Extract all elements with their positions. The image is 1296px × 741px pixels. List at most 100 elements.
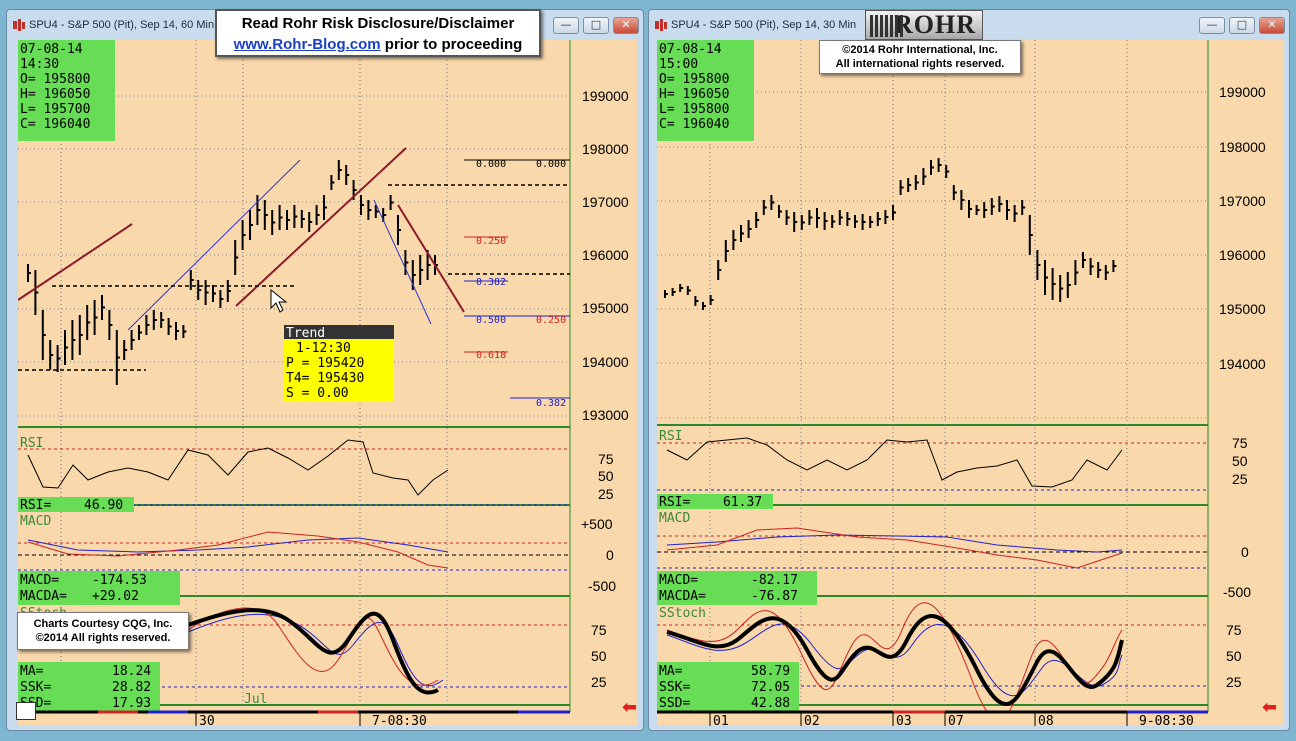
sstoch-ssk-value: 28.82 xyxy=(112,680,151,695)
price-axis-label: 199000 xyxy=(582,88,629,104)
ohlc-date: 07-08-14 xyxy=(20,42,83,57)
macd-axis-label: 0 xyxy=(1241,544,1249,560)
scroll-left-arrow-icon[interactable]: ⬅ xyxy=(622,697,638,718)
macd-axis-label: -500 xyxy=(588,578,616,594)
x-axis-label: 30 xyxy=(199,714,215,726)
rsi-pane-title: RSI xyxy=(659,429,682,444)
x-axis-label: 7-08:30 xyxy=(372,714,427,726)
rsi-axis-label: 75 xyxy=(598,451,614,467)
banner-line2-suffix: prior to proceeding xyxy=(380,36,523,53)
x-axis-label: 02 xyxy=(804,714,820,726)
logo-bars-icon xyxy=(870,15,904,37)
sstoch-ma-value: 18.24 xyxy=(112,664,151,679)
fib-label: 0.000 xyxy=(536,159,566,170)
banner-line1: Read Rohr Risk Disclosure/Disclaimer xyxy=(241,15,515,32)
sstoch-ssk-value: 72.05 xyxy=(751,680,790,695)
window-titlebar[interactable]: SPU4 - S&P 500 (Pit), Sep 14, 30 Min — □… xyxy=(649,10,1289,40)
price-axis-label: 195000 xyxy=(582,300,629,316)
price-axis-label: 196000 xyxy=(582,247,629,263)
ohlc-close: C= 196040 xyxy=(659,117,729,132)
x-axis-label: 9-08:30 xyxy=(1139,714,1194,726)
sstoch-axis-label: 25 xyxy=(591,674,607,690)
banner-line2: www.Rohr-Blog.com prior to proceeding xyxy=(217,34,539,55)
sstoch-ma-value: 58.79 xyxy=(751,664,790,679)
ohlc-open: O= 195800 xyxy=(659,72,729,87)
trend-box-p: P = 195420 xyxy=(286,356,364,371)
sstoch-axis-label: 75 xyxy=(1226,622,1242,638)
macd-label: MACD= xyxy=(20,573,59,588)
copyright-line1: ©2014 Rohr International, Inc. xyxy=(842,44,998,56)
chart-area[interactable]: 199000 198000 197000 196000 195000 19400… xyxy=(657,40,1283,726)
sstoch-ssk-label: SSK= xyxy=(20,680,51,695)
maximize-button[interactable]: □ xyxy=(1229,17,1255,34)
sstoch-axis-label: 50 xyxy=(1226,648,1242,664)
cqg-credit-line2: ©2014 All rights reserved. xyxy=(35,632,171,644)
trend-box-s: S = 0.00 xyxy=(286,386,349,401)
risk-disclosure-banner: Read Rohr Risk Disclosure/Disclaimer www… xyxy=(215,9,541,57)
trend-box-t4: T4= 195430 xyxy=(286,371,364,386)
window-titlebar[interactable]: SPU4 - S&P 500 (Pit), Sep 14, 60 Min — □… xyxy=(7,10,643,40)
close-button[interactable]: ✕ xyxy=(613,17,639,34)
macd-axis-label: +500 xyxy=(581,516,613,532)
sstoch-ssd-label: SSD= xyxy=(659,696,690,711)
fib-label: 0.250 xyxy=(476,236,506,247)
sstoch-pane-title: SStoch xyxy=(659,606,706,621)
rohr-blog-link[interactable]: www.Rohr-Blog.com xyxy=(233,36,381,53)
macd-pane-title: MACD xyxy=(659,511,690,526)
rsi-readout-label: RSI= xyxy=(659,495,690,510)
price-axis-label: 196000 xyxy=(1219,247,1266,263)
chart-window-60min[interactable]: SPU4 - S&P 500 (Pit), Sep 14, 60 Min — □… xyxy=(6,9,644,731)
ohlc-close: C= 196040 xyxy=(20,117,90,132)
window-title: SPU4 - S&P 500 (Pit), Sep 14, 30 Min xyxy=(671,19,857,31)
copyright-line2: All international rights reserved. xyxy=(835,58,1005,70)
ohlc-high: H= 196050 xyxy=(20,87,90,102)
fib-label: 0.382 xyxy=(536,398,566,409)
x-axis-month: Jul xyxy=(244,692,267,707)
rsi-readout-value: 46.90 xyxy=(84,498,123,513)
sstoch-ma-label: MA= xyxy=(20,664,44,679)
rsi-axis-label: 75 xyxy=(1232,435,1248,451)
ohlc-open: O= 195800 xyxy=(20,72,90,87)
chart-window-30min[interactable]: SPU4 - S&P 500 (Pit), Sep 14, 30 Min — □… xyxy=(648,9,1290,731)
sstoch-ssk-label: SSK= xyxy=(659,680,690,695)
price-axis-label: 193000 xyxy=(582,407,629,423)
mouse-cursor-icon xyxy=(270,288,288,313)
macda-label: MACDA= xyxy=(20,589,67,604)
minimize-button[interactable]: — xyxy=(553,17,579,34)
sstoch-axis-label: 25 xyxy=(1226,674,1242,690)
x-axis-label: 07 xyxy=(948,714,964,726)
price-axis-label: 194000 xyxy=(582,354,629,370)
rohr-logo: ROHR xyxy=(865,10,983,40)
rsi-axis-label: 25 xyxy=(598,486,614,502)
sstoch-ma-label: MA= xyxy=(659,664,683,679)
x-axis-label: 03 xyxy=(896,714,912,726)
ohlc-low: L= 195800 xyxy=(659,102,729,117)
cqg-app-icon xyxy=(655,19,667,31)
logo-text: ROHR xyxy=(894,10,976,39)
color-swatch[interactable] xyxy=(16,702,36,720)
copyright-notice: ©2014 Rohr International, Inc. All inter… xyxy=(819,40,1021,74)
macd-label: MACD= xyxy=(659,573,698,588)
macd-axis-label: -500 xyxy=(1223,584,1251,600)
price-axis-label: 195000 xyxy=(1219,301,1266,317)
sstoch-axis-label: 50 xyxy=(591,648,607,664)
macda-label: MACDA= xyxy=(659,589,706,604)
maximize-button[interactable]: □ xyxy=(583,17,609,34)
cqg-app-icon xyxy=(13,19,25,31)
macd-value: -82.17 xyxy=(751,573,798,588)
scroll-left-arrow-icon[interactable]: ⬅ xyxy=(1262,697,1278,718)
price-axis-label: 197000 xyxy=(1219,193,1266,209)
sstoch-axis-label: 75 xyxy=(591,622,607,638)
minimize-button[interactable]: — xyxy=(1199,17,1225,34)
fib-label: 0.500 xyxy=(476,315,506,326)
ohlc-high: H= 196050 xyxy=(659,87,729,102)
close-button[interactable]: ✕ xyxy=(1259,17,1285,34)
x-axis-label: 08 xyxy=(1038,714,1054,726)
ohlc-date: 07-08-14 xyxy=(659,42,722,57)
price-axis-label: 194000 xyxy=(1219,356,1266,372)
fib-label: 0.382 xyxy=(476,277,506,288)
rsi-axis-label: 25 xyxy=(1232,471,1248,487)
ohlc-low: L= 195700 xyxy=(20,102,90,117)
chart-canvas[interactable]: 199000 198000 197000 196000 195000 19400… xyxy=(657,40,1283,726)
fib-label: 0.000 xyxy=(476,159,506,170)
